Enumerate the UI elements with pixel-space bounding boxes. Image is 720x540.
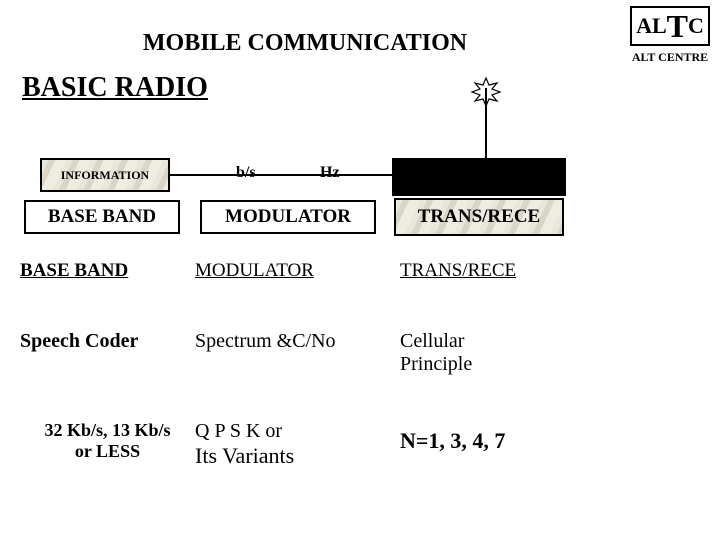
cell-spectrum: Spectrum &C/No [195, 330, 400, 376]
cell-cellular-line1: Cellular [400, 330, 590, 353]
cell-qpsk-line2: Its Variants [195, 443, 400, 469]
box-modulator-label: MODULATOR [225, 206, 351, 228]
box-modulator: MODULATOR [200, 200, 376, 234]
box-information: INFORMATION [40, 158, 170, 192]
cell-qpsk: Q P S K or Its Variants [195, 420, 400, 469]
page-title: MOBILE COMMUNICATION [0, 30, 610, 57]
logo-letter-l: L [652, 13, 667, 38]
box-trans-rece-label: TRANS/RECE [418, 206, 540, 228]
section-heading: BASIC RADIO [22, 72, 208, 104]
cell-n-values: N=1, 3, 4, 7 [400, 420, 590, 469]
cell-cellular-principle: Cellular Principle [400, 330, 590, 376]
grid-row-3: 32 Kb/s, 13 Kb/s or LESS Q P S K or Its … [20, 420, 590, 469]
logo-letter-a: A [636, 13, 652, 38]
cell-qpsk-line1: Q P S K or [195, 420, 400, 443]
logo-letter-c: C [688, 13, 704, 38]
cell-bitrate-line2: or LESS [20, 441, 195, 462]
box-information-label: INFORMATION [61, 168, 149, 183]
box-baseband-label: BASE BAND [48, 206, 156, 228]
cell-trans-heading: TRANS/RECE [400, 260, 590, 282]
cell-modulator-heading: MODULATOR [195, 260, 400, 282]
cell-speech-coder: Speech Coder [20, 330, 195, 376]
slide-root: ALTC ALT CENTRE MOBILE COMMUNICATION BAS… [0, 0, 720, 540]
box-baseband: BASE BAND [24, 200, 180, 234]
cell-modulator-heading-text: MODULATOR [195, 260, 314, 281]
label-hertz: Hz [320, 164, 340, 182]
logo-box: ALTC [630, 6, 710, 46]
logo: ALTC ALT CENTRE [630, 6, 710, 65]
antenna-base-icon [474, 160, 498, 178]
connector-info-to-mod [168, 174, 392, 176]
cell-bitrate: 32 Kb/s, 13 Kb/s or LESS [20, 420, 195, 469]
grid-row-1: BASE BAND MODULATOR TRANS/RECE [20, 260, 590, 282]
antenna-mast-icon [485, 88, 487, 168]
cell-baseband-heading: BASE BAND [20, 260, 195, 282]
box-trans-rece: TRANS/RECE [394, 198, 564, 236]
label-bits-per-sec: b/s [236, 164, 256, 182]
cell-bitrate-line1: 32 Kb/s, 13 Kb/s [20, 420, 195, 441]
antenna-icon [466, 78, 506, 198]
logo-subtitle: ALT CENTRE [630, 50, 710, 65]
logo-letter-t: T [667, 8, 688, 44]
cell-cellular-line2: Principle [400, 353, 590, 376]
cell-trans-heading-text: TRANS/RECE [400, 260, 516, 281]
grid-row-2: Speech Coder Spectrum &C/No Cellular Pri… [20, 330, 590, 376]
